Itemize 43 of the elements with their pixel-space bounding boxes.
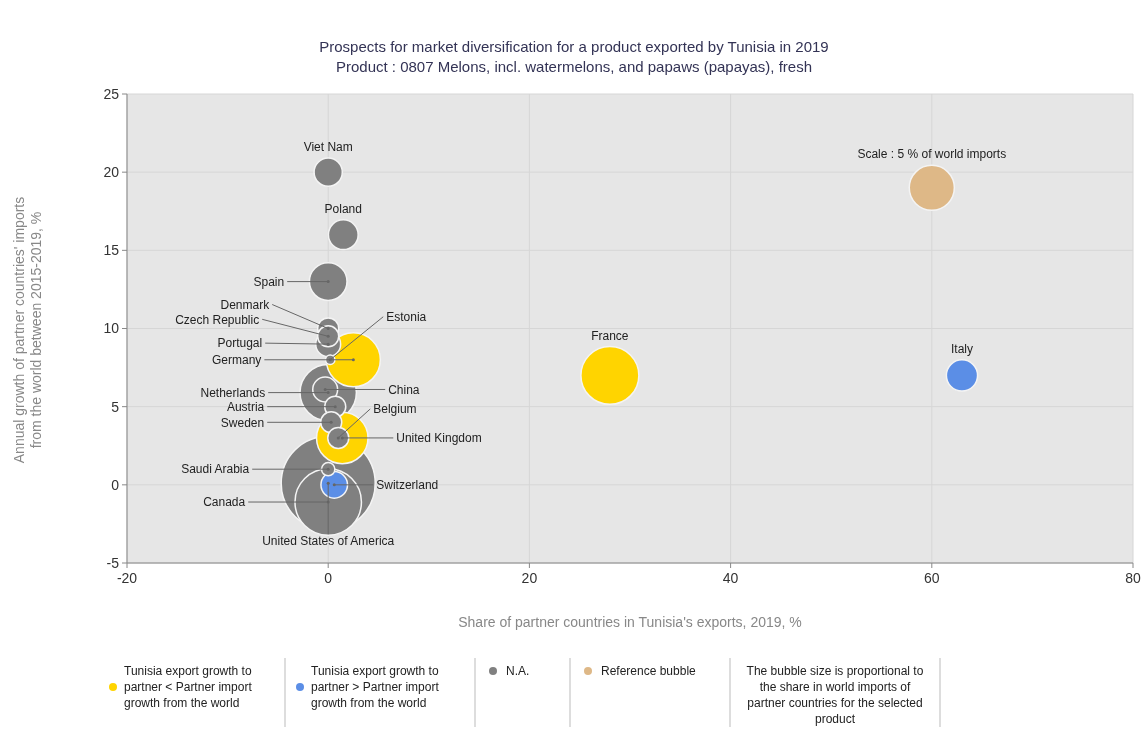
annotation: Spain bbox=[253, 274, 285, 289]
annotation: Scale : 5 % of world imports bbox=[857, 147, 1007, 162]
annotation: United States of America bbox=[262, 534, 395, 549]
x-tick-label: -20 bbox=[116, 570, 138, 586]
annotation: Viet Nam bbox=[303, 140, 353, 155]
y-tick-label: 10 bbox=[103, 320, 120, 337]
annotation: Austria bbox=[226, 399, 265, 414]
annotation: Denmark bbox=[220, 297, 271, 312]
x-axis-title: Share of partner countries in Tunisia's exports, 2019, % bbox=[458, 614, 802, 630]
annotation: Czech Republic bbox=[175, 312, 260, 327]
annotation: Saudi Arabia bbox=[181, 462, 250, 477]
chart-title: Prospects for market diversification for a product exported by Tunisia in 2019 bbox=[319, 38, 829, 55]
y-axis-title: Annual growth of partner countries' imports from the world between 2015-2019, % bbox=[11, 196, 44, 464]
chart-subtitle: Product : 0807 Melons, incl. watermelons, and papaws (papayas), fresh bbox=[335, 58, 813, 75]
annotation: United Kingdom bbox=[396, 431, 482, 446]
annotation: Italy bbox=[950, 342, 973, 357]
x-tick-label: 0 bbox=[324, 570, 333, 586]
annotation: Switzerland bbox=[376, 478, 439, 493]
annotation: Germany bbox=[211, 352, 262, 367]
y-tick-label: -5 bbox=[106, 554, 120, 571]
annotation: France bbox=[591, 328, 629, 343]
x-tick-label: 60 bbox=[924, 570, 940, 586]
x-tick-label: 40 bbox=[722, 570, 739, 586]
legend-label: N.A. bbox=[506, 664, 530, 679]
y-tick-label: 25 bbox=[103, 85, 120, 102]
annotation: Canada bbox=[203, 495, 246, 510]
legend-label: Reference bubble bbox=[601, 664, 697, 679]
annotation: Belgium bbox=[373, 402, 417, 417]
text: The bubble size is proportional to the share in world imports of partner countries for the selected product bbox=[746, 664, 924, 727]
legend-label: Tunisia export growth to partner > Partner import growth from the world bbox=[311, 664, 440, 711]
annotation: Netherlands bbox=[200, 385, 266, 400]
y-tick-label: 0 bbox=[111, 476, 120, 493]
y-tick-label: 20 bbox=[103, 164, 120, 181]
y-tick-label: 5 bbox=[111, 398, 120, 415]
x-tick-label: 80 bbox=[1125, 570, 1141, 586]
annotation: Portugal bbox=[217, 336, 263, 351]
annotation: Poland bbox=[324, 202, 362, 217]
annotation: China bbox=[388, 382, 420, 397]
annotation: Sweden bbox=[220, 415, 265, 430]
y-tick-label: 15 bbox=[103, 242, 120, 259]
legend-label: Tunisia export growth to partner < Partner import growth from the world bbox=[124, 664, 253, 711]
x-tick-label: 20 bbox=[521, 570, 538, 586]
annotation: Estonia bbox=[386, 309, 427, 324]
